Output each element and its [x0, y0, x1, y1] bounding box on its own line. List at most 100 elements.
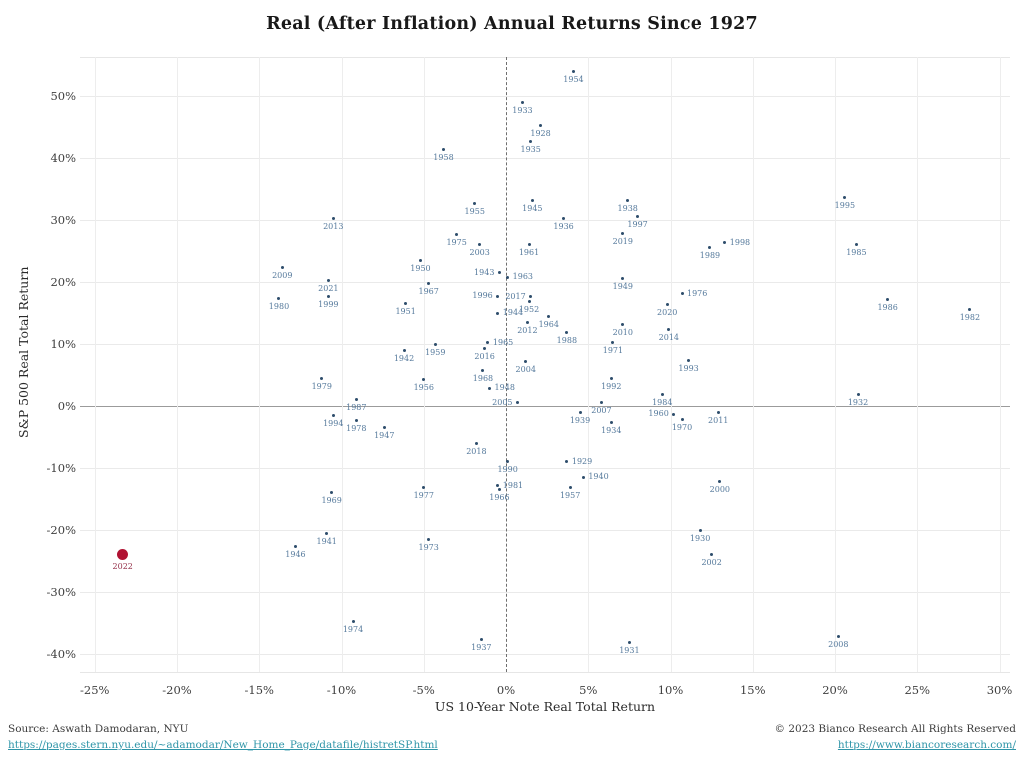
copyright-link-anchor[interactable]: https://www.biancoresearch.com/	[837, 739, 1016, 751]
gridline-v--15	[259, 57, 261, 672]
x-tick-label--25: -25%	[80, 683, 110, 697]
x-tick-label-25: 25%	[904, 683, 931, 697]
year-label-1992: 1992	[601, 382, 622, 392]
year-label-2004: 2004	[515, 365, 536, 375]
year-label-2010: 2010	[612, 328, 633, 338]
year-label-2009: 2009	[272, 270, 293, 280]
point-1948	[488, 386, 492, 390]
point-1940	[581, 475, 585, 479]
year-label-1979: 1979	[311, 381, 332, 391]
year-label-2018: 2018	[466, 447, 487, 457]
point-1933	[520, 100, 524, 104]
point-1959	[433, 342, 437, 346]
year-label-1989: 1989	[699, 251, 721, 261]
gridline-v--25	[94, 57, 96, 672]
year-label-1946: 1946	[285, 550, 306, 560]
year-label-2021: 2021	[318, 284, 339, 294]
year-label-1977: 1977	[413, 490, 434, 500]
year-label-1934: 1934	[601, 426, 622, 436]
year-label-1966: 1966	[489, 492, 510, 502]
x-tick-label--20: -20%	[162, 683, 192, 697]
point-2022	[117, 548, 129, 560]
point-1928	[539, 123, 543, 127]
year-label-1942: 1942	[393, 353, 415, 363]
y-tick-label-30: 30%	[50, 213, 76, 227]
point-1984	[660, 392, 664, 396]
year-label-2011: 2011	[708, 416, 729, 426]
point-1971	[611, 340, 615, 344]
year-label-1950: 1950	[410, 264, 431, 274]
point-1982	[968, 307, 972, 311]
y-tick-label-10: 10%	[50, 337, 76, 351]
year-label-2012: 2012	[517, 325, 538, 335]
point-1966	[497, 487, 501, 491]
year-label-1960: 1960	[648, 409, 669, 419]
year-label-1944: 1944	[502, 308, 524, 317]
year-label-1987: 1987	[346, 402, 367, 412]
year-label-2000: 2000	[709, 484, 731, 494]
plot-border-bottom	[80, 672, 1010, 673]
point-2008	[836, 634, 840, 638]
year-label-1952: 1952	[518, 304, 540, 314]
point-1998	[723, 241, 727, 245]
point-1954	[571, 69, 575, 73]
point-1975	[455, 233, 459, 237]
year-label-1957: 1957	[559, 490, 581, 500]
gridline-h--20	[80, 530, 1010, 531]
source-link[interactable]: https://pages.stern.nyu.edu/~adamodar/Ne…	[8, 739, 438, 751]
year-label-1940: 1940	[588, 472, 609, 482]
point-1985	[854, 242, 858, 246]
point-1993	[687, 359, 691, 363]
point-1987	[354, 397, 358, 401]
year-label-1945: 1945	[522, 204, 543, 214]
gridline-h-10	[80, 344, 1010, 345]
x-tick-label--5: -5%	[412, 683, 435, 697]
gridline-v-20	[835, 57, 836, 672]
y-tick-label--10: -10%	[46, 461, 76, 475]
year-label-1938: 1938	[617, 203, 638, 213]
point-2019	[621, 231, 625, 235]
copyright-link[interactable]: https://www.biancoresearch.com/	[838, 739, 1016, 751]
point-1988	[565, 331, 569, 335]
year-label-1937: 1937	[471, 642, 492, 652]
x-tick-label-0: 0%	[496, 683, 516, 697]
source-link-anchor[interactable]: https://pages.stern.nyu.edu/~adamodar/Ne…	[8, 739, 438, 751]
source-text: Source: Aswath Damodaran, NYU	[8, 723, 189, 735]
point-1973	[427, 537, 431, 541]
year-label-1990: 1990	[497, 464, 518, 474]
y-tick-label-0: 0%	[57, 399, 76, 413]
gridline-v--20	[177, 57, 178, 672]
gridline-v-15	[752, 57, 754, 672]
gridline-h--30	[80, 592, 1010, 593]
point-1960	[672, 412, 676, 416]
year-label-1985: 1985	[846, 247, 867, 257]
point-1977	[422, 485, 426, 489]
copyright-text: © 2023 Bianco Research All Rights Reserv…	[774, 723, 1016, 735]
zero-line-vertical	[506, 57, 507, 672]
year-label-1964: 1964	[538, 320, 559, 330]
year-label-1954: 1954	[563, 74, 584, 84]
x-tick-label-30: 30%	[986, 683, 1013, 697]
gridline-v--5	[423, 57, 425, 672]
x-tick-label-20: 20%	[822, 683, 848, 697]
year-label-1935: 1935	[520, 145, 541, 155]
year-label-1993: 1993	[678, 364, 699, 374]
year-label-1951: 1951	[395, 306, 416, 316]
gridline-v-25	[917, 57, 919, 672]
year-label-1928: 1928	[530, 128, 551, 138]
year-label-1959: 1959	[425, 347, 446, 357]
x-tick-label--15: -15%	[244, 683, 274, 697]
y-tick-label--30: -30%	[46, 585, 76, 599]
year-label-2013: 2013	[323, 221, 344, 231]
chart-title: Real (After Inflation) Annual Returns Si…	[266, 14, 758, 34]
point-1968	[481, 368, 485, 372]
year-label-2017: 2017	[505, 291, 526, 301]
gridline-h-40	[80, 158, 1010, 159]
point-1945	[530, 199, 534, 203]
gridline-v-30	[999, 57, 1001, 672]
point-1929	[565, 460, 569, 464]
gridline-h-50	[80, 96, 1010, 97]
point-1958	[441, 148, 445, 152]
point-1946	[293, 545, 297, 549]
